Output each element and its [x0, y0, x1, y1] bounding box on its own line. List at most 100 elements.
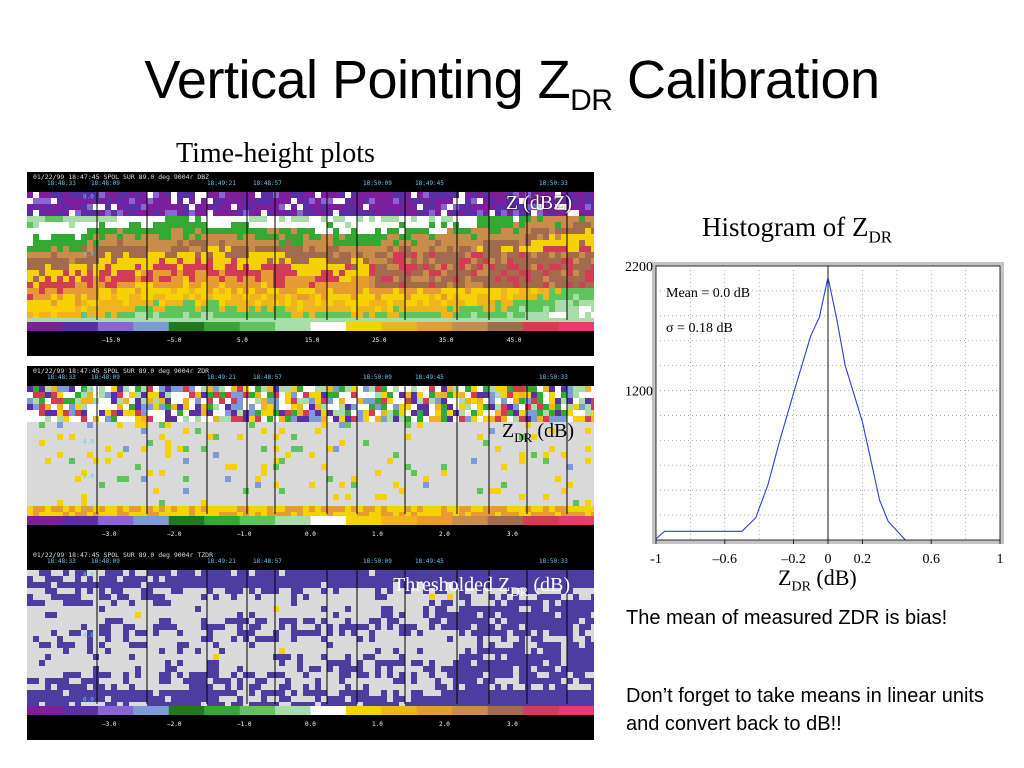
radar-pixel: [561, 234, 567, 240]
radar-pixel: [249, 410, 255, 416]
radar-pixel: [201, 234, 207, 240]
radar-pixel: [543, 446, 549, 452]
time-tick-top-2: 18:48:33: [47, 180, 76, 187]
radar-pixel: [387, 452, 393, 458]
radar-pixel: [405, 246, 411, 252]
radar-pixel: [183, 306, 189, 312]
radar-pixel: [345, 210, 351, 216]
radar-pixel: [129, 506, 135, 512]
radar-pixel: [93, 470, 99, 476]
radar-pixel: [567, 600, 573, 606]
radar-pixel: [111, 392, 117, 398]
radar-pixel: [87, 398, 93, 404]
radar-pixel: [561, 464, 567, 470]
radar-pixel: [333, 506, 339, 512]
radar-pixel: [549, 258, 555, 264]
radar-pixel: [279, 270, 285, 276]
radar-pixel: [33, 258, 39, 264]
radar-pixel: [567, 386, 573, 392]
radar-pixel: [435, 506, 441, 512]
radar-pixel: [231, 404, 237, 410]
radar-pixel: [411, 582, 417, 588]
radar-pixel: [237, 464, 243, 470]
radar-pixel: [87, 234, 93, 240]
radar-pixel: [249, 576, 255, 582]
panel-label-zdr-end: (dB): [532, 420, 574, 442]
radar-pixel: [459, 422, 465, 428]
radar-pixel: [453, 222, 459, 228]
radar-pixel: [261, 446, 267, 452]
radar-pixel: [333, 500, 339, 506]
radar-pixel: [591, 192, 594, 198]
radar-pixel: [261, 588, 267, 594]
radar-pixel: [387, 588, 393, 594]
radar-pixel: [45, 386, 51, 392]
radar-pixel: [99, 306, 105, 312]
radar-pixel: [273, 276, 279, 282]
radar-pixel: [321, 306, 327, 312]
radar-pixel: [105, 446, 111, 452]
radar-pixel: [285, 294, 291, 300]
radar-pixel: [411, 440, 417, 446]
radar-pixel: [39, 594, 45, 600]
radar-pixel: [201, 612, 207, 618]
radar-pixel: [327, 240, 333, 246]
radar-pixel: [495, 264, 501, 270]
radar-pixel: [117, 582, 123, 588]
radar-pixel: [489, 500, 495, 506]
radar-pixel: [141, 300, 147, 306]
radar-pixel: [255, 446, 261, 452]
radar-pixel: [519, 570, 525, 576]
radar-pixel: [285, 398, 291, 404]
radar-pixel: [309, 222, 315, 228]
radar-pixel: [27, 476, 33, 482]
radar-pixel: [69, 452, 75, 458]
radar-pixel: [381, 252, 387, 258]
radar-pixel: [465, 464, 471, 470]
radar-pixel: [459, 410, 465, 416]
radar-pixel: [363, 282, 369, 288]
radar-pixel: [279, 210, 285, 216]
radar-pixel: [447, 600, 453, 606]
radar-pixel: [171, 582, 177, 588]
radar-pixel: [243, 410, 249, 416]
radar-pixel: [183, 234, 189, 240]
radar-pixel: [237, 458, 243, 464]
radar-pixel: [177, 306, 183, 312]
radar-pixel: [405, 488, 411, 494]
radar-pixel: [255, 476, 261, 482]
radar-pixel: [465, 398, 471, 404]
radar-pixel: [549, 264, 555, 270]
radar-pixel: [561, 416, 567, 422]
radar-pixel: [435, 416, 441, 422]
radar-pixel: [297, 588, 303, 594]
radar-pixel: [501, 582, 507, 588]
radar-pixel: [189, 570, 195, 576]
radar-pixel: [585, 258, 591, 264]
radar-pixel: [333, 386, 339, 392]
radar-pixel: [417, 500, 423, 506]
radar-pixel: [501, 482, 507, 488]
radar-pixel: [171, 264, 177, 270]
radar-pixel: [387, 464, 393, 470]
radar-pixel: [309, 422, 315, 428]
radar-pixel: [189, 470, 195, 476]
radar-pixel: [261, 288, 267, 294]
radar-pixel: [465, 198, 471, 204]
radar-pixel: [561, 500, 567, 506]
radar-pixel: [393, 228, 399, 234]
radar-pixel: [321, 282, 327, 288]
radar-pixel: [237, 576, 243, 582]
radar-pixel: [519, 410, 525, 416]
radar-pixel: [447, 234, 453, 240]
radar-pixel: [231, 434, 237, 440]
radar-pixel: [483, 512, 489, 518]
radar-pixel: [93, 294, 99, 300]
radar-pixel: [105, 500, 111, 506]
radar-pixel: [483, 392, 489, 398]
height-marker: 4.0: [83, 439, 94, 446]
radar-pixel: [27, 464, 33, 470]
radar-pixel: [525, 410, 531, 416]
radar-pixel: [243, 222, 249, 228]
colorbar-swatch: [27, 322, 63, 331]
